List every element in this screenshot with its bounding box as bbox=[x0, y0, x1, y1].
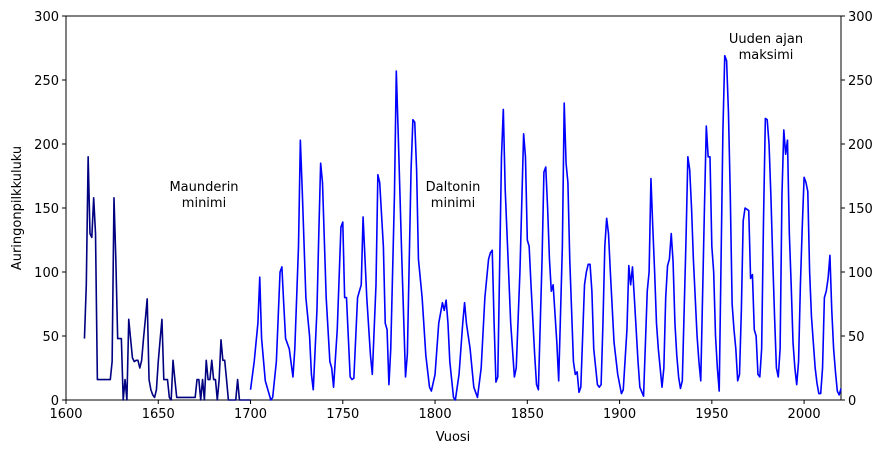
series-line bbox=[249, 54, 842, 401]
x-axis-label: Vuosi bbox=[436, 430, 471, 445]
y2-tick-label: 250 bbox=[848, 74, 873, 89]
y-axis-label: Auringonpilkkuluku bbox=[10, 146, 25, 270]
y2-tick-label: 100 bbox=[848, 266, 873, 281]
y-tick-label: 0 bbox=[51, 394, 59, 409]
x-tick-label: 1700 bbox=[234, 407, 267, 422]
y-tick-label: 50 bbox=[42, 330, 59, 345]
x-tick-label: 1950 bbox=[695, 407, 728, 422]
y2-tick-label: 200 bbox=[848, 138, 873, 153]
x-tick-label: 1650 bbox=[142, 407, 175, 422]
y-tick-label: 250 bbox=[34, 74, 59, 89]
x-tick-label: 1750 bbox=[326, 407, 359, 422]
y-tick-label: 300 bbox=[34, 10, 59, 25]
x-tick-label: 1900 bbox=[603, 407, 636, 422]
series-line bbox=[83, 156, 251, 401]
annotation: minimi bbox=[182, 196, 226, 211]
annotation: Maunderin bbox=[169, 180, 238, 195]
annotation: minimi bbox=[431, 196, 475, 211]
y-tick-label: 150 bbox=[34, 202, 59, 217]
annotation: Daltonin bbox=[426, 180, 481, 195]
y2-tick-label: 50 bbox=[848, 330, 865, 345]
y-tick-label: 200 bbox=[34, 138, 59, 153]
x-tick-label: 1800 bbox=[419, 407, 452, 422]
x-tick-label: 2000 bbox=[788, 407, 821, 422]
y2-tick-label: 150 bbox=[848, 202, 873, 217]
y2-tick-label: 0 bbox=[848, 394, 856, 409]
y2-tick-label: 300 bbox=[848, 10, 873, 25]
x-tick-label: 1850 bbox=[511, 407, 544, 422]
x-tick-label: 1600 bbox=[49, 407, 82, 422]
annotation: maksimi bbox=[739, 48, 794, 63]
annotation: Uuden ajan bbox=[729, 32, 803, 47]
y-tick-label: 100 bbox=[34, 266, 59, 281]
